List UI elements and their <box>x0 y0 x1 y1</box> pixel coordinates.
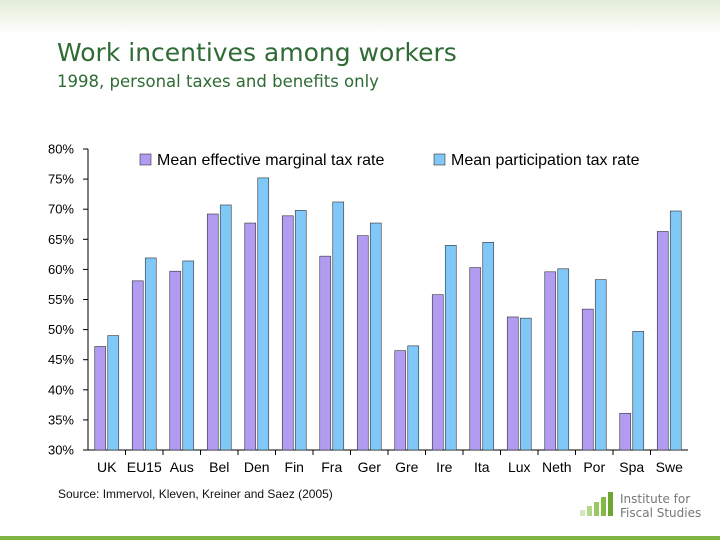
y-tick-label: 55% <box>48 292 74 307</box>
x-tick-label: Bel <box>209 459 229 475</box>
bar-marginal-uk <box>94 346 107 451</box>
x-tick-label: Den <box>244 459 270 475</box>
bar-marginal-fin <box>281 215 294 451</box>
bar-marginal-swe <box>656 231 669 451</box>
bar-marginal-ire <box>431 294 444 451</box>
bar-marginal-spa <box>619 412 632 451</box>
x-tick-label: Aus <box>170 459 194 475</box>
bar-participation-ger <box>369 222 382 451</box>
bar-marginal-por <box>581 308 594 451</box>
bar-participation-spa <box>632 331 645 451</box>
y-tick-label: 30% <box>48 443 74 458</box>
bar-participation-uk <box>107 335 120 451</box>
logo-text: Institute for Fiscal Studies <box>620 492 701 520</box>
x-tick-label: Swe <box>656 459 683 475</box>
logo-line-2: Fiscal Studies <box>620 506 702 520</box>
legend-swatch-1 <box>139 153 152 166</box>
x-tick-label: Lux <box>508 459 531 475</box>
bar-marginal-neth <box>544 271 557 451</box>
y-tick-label: 35% <box>48 412 74 427</box>
bar-participation-ita <box>482 242 495 451</box>
bottom-accent-line <box>0 536 720 540</box>
ifs-logo-icon <box>580 492 613 516</box>
bar-marginal-fra <box>319 255 332 451</box>
x-tick-label: Por <box>583 459 605 475</box>
bar-participation-bel <box>219 204 232 451</box>
x-tick-label: Neth <box>542 459 572 475</box>
bar-marginal-bel <box>206 213 219 451</box>
x-tick-label: Ire <box>436 459 453 475</box>
bar-participation-por <box>594 279 607 451</box>
bar-marginal-den <box>244 222 257 451</box>
bar-participation-aus <box>182 260 195 451</box>
x-tick-label: Gre <box>395 459 419 475</box>
y-tick-label: 75% <box>48 172 74 187</box>
y-tick-label: 65% <box>48 232 74 247</box>
page-title: Work incentives among workers <box>57 38 457 67</box>
y-tick-label: 60% <box>48 262 74 277</box>
bar-participation-eu15 <box>144 257 157 451</box>
source-note: Source: Immervol, Kleven, Kreiner and Sa… <box>58 487 333 501</box>
y-tick-label: 70% <box>48 202 74 217</box>
bar-marginal-gre <box>394 350 407 451</box>
x-tick-label: Fin <box>285 459 304 475</box>
bar-marginal-aus <box>169 270 182 451</box>
legend-label-2: Mean participation tax rate <box>451 152 640 169</box>
y-tick-label: 50% <box>48 322 74 337</box>
bar-participation-ire <box>444 245 457 451</box>
x-tick-label: UK <box>97 459 117 475</box>
bar-chart: 30% 35% 40% 45% 50% 55% 60% 65% 70% 75% 80% UK EU15 A… <box>48 142 688 475</box>
y-tick-label: 45% <box>48 352 74 367</box>
y-tick-label: 40% <box>48 382 74 397</box>
bar-participation-den <box>257 177 270 451</box>
x-tick-label: Spa <box>619 459 644 475</box>
x-tick-label: Ger <box>358 459 382 475</box>
bar-participation-neth <box>557 268 570 451</box>
top-band <box>0 0 720 34</box>
logo-line-1: Institute for <box>620 492 691 506</box>
legend-swatch-2 <box>433 153 446 166</box>
x-tick-label: Ita <box>474 459 490 475</box>
bar-participation-lux <box>519 317 532 451</box>
bar-participation-fin <box>294 210 307 451</box>
bar-marginal-ita <box>469 267 482 451</box>
bar-marginal-ger <box>356 235 369 451</box>
x-tick-label: EU15 <box>127 459 162 475</box>
page-subtitle: 1998, personal taxes and benefits only <box>57 72 379 91</box>
bar-marginal-eu15 <box>131 280 144 451</box>
y-tick-label: 80% <box>48 142 74 157</box>
bar-participation-fra <box>332 201 345 451</box>
x-tick-label: Fra <box>321 459 342 475</box>
legend-label-1: Mean effective marginal tax rate <box>157 152 384 169</box>
bar-participation-swe <box>669 210 682 451</box>
bar-participation-gre <box>407 345 420 451</box>
bar-marginal-lux <box>506 316 519 451</box>
